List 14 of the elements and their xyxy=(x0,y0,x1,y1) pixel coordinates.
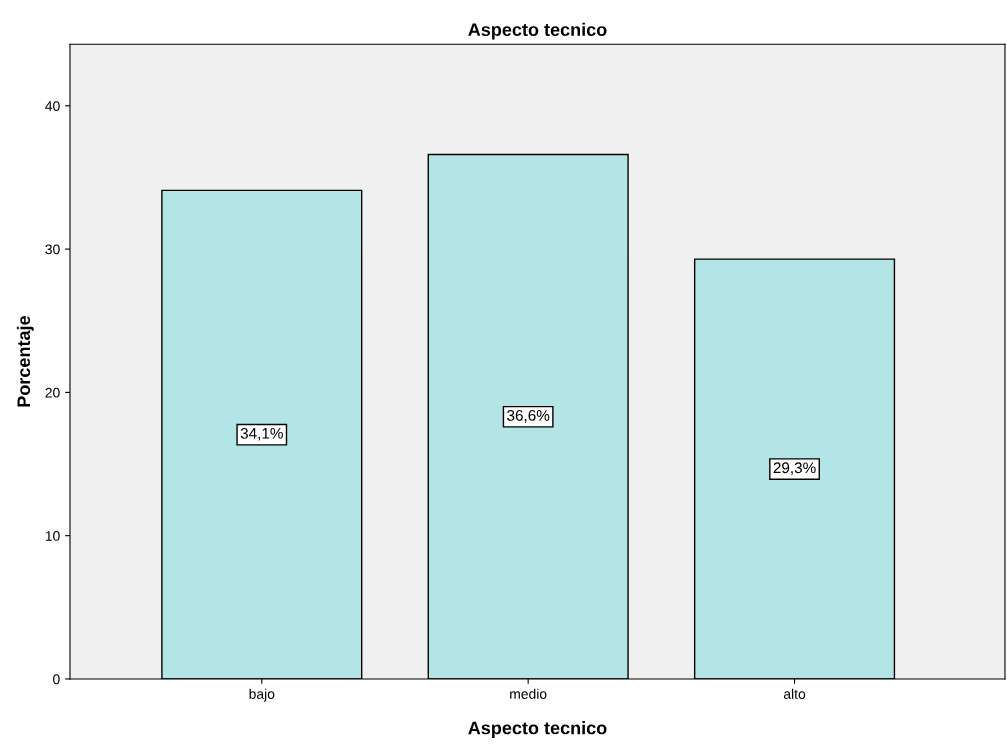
chart-title: Aspecto tecnico xyxy=(468,22,607,40)
x-tick-label: bajo xyxy=(249,688,275,702)
y-axis-title: Porcentaje xyxy=(16,316,34,407)
data-label: 36,6% xyxy=(507,410,550,423)
y-tick-label: 20 xyxy=(45,387,60,398)
y-tick-label: 40 xyxy=(45,101,60,111)
x-tick-label: medio xyxy=(510,688,547,699)
y-tick-label: 30 xyxy=(45,244,60,255)
x-tick-label: alto xyxy=(783,688,806,699)
x-axis-title: Aspecto tecnico xyxy=(468,721,607,738)
data-label: 29,3% xyxy=(773,462,816,475)
y-tick-label: 0 xyxy=(53,674,60,685)
y-tick-label: 10 xyxy=(45,531,60,541)
data-label: 34,1% xyxy=(240,427,283,441)
